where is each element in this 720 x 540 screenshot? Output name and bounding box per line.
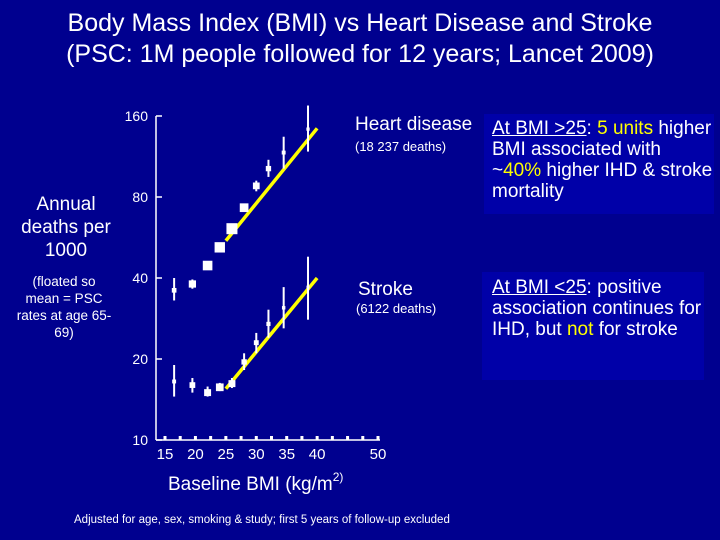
box2-colon: : <box>586 277 592 298</box>
stroke-point <box>204 389 212 397</box>
heart-disease-point <box>226 223 238 235</box>
heart-disease-point <box>281 150 286 155</box>
heart-disease-point <box>171 287 177 293</box>
stroke-point <box>253 340 259 346</box>
annotation-box-bmi-above-25: At BMI >25: 5 units higher BMI associate… <box>484 114 714 214</box>
box1-heading: At BMI >25 <box>492 118 587 139</box>
stroke-point <box>215 383 224 392</box>
x-tick-label-30: 30 <box>248 446 265 463</box>
x-tick-label-20: 20 <box>187 446 204 463</box>
title-line-1: Body Mass Index (BMI) vs Heart Disease a… <box>67 9 653 37</box>
stroke-point <box>172 379 177 384</box>
y-tick-label-40: 40 <box>132 270 148 286</box>
heart-disease-fit-line <box>224 127 319 242</box>
heart-disease-point <box>214 242 225 253</box>
x-tick-label-40: 40 <box>309 446 326 463</box>
y-tick-label-80: 80 <box>132 189 148 205</box>
y-axis-label: Annual deaths per 1000 <box>21 194 111 261</box>
box1-units: 5 units <box>597 118 654 139</box>
y-tick-label-10: 10 <box>132 432 148 448</box>
y-axis-sublabel: (floated so mean = PSC rates at age 65-6… <box>16 274 112 340</box>
heart-disease-point <box>202 260 213 271</box>
stroke-point <box>266 321 271 327</box>
box1-colon: : <box>586 118 592 139</box>
box2-text-end: for stroke <box>593 319 678 340</box>
box1-text-end: higher IHD & stroke mortality <box>492 160 713 202</box>
heart-disease-point <box>239 203 249 213</box>
y-tick-label-160: 160 <box>125 108 149 124</box>
footnote: Adjusted for age, sex, smoking & study; … <box>74 514 450 526</box>
stroke-point <box>281 306 286 310</box>
x-axis-title: Baseline BMI (kg/m2) <box>168 470 343 496</box>
heart-disease-point <box>265 165 272 172</box>
box2-text: positive association continues for IHD, … <box>492 277 702 340</box>
series-label-stroke: Stroke <box>358 279 413 300</box>
heart-disease-point <box>188 280 197 288</box>
x-tick-label-25: 25 <box>218 446 235 463</box>
x-tick-label-35: 35 <box>278 446 295 463</box>
heart-disease-point <box>252 182 260 190</box>
box1-percent: 40% <box>503 160 542 181</box>
stroke-point <box>228 380 236 388</box>
series-deaths-stroke: (6122 deaths) <box>356 301 437 316</box>
stroke-point <box>241 359 247 365</box>
stroke-point <box>189 382 196 388</box>
stroke-fit-line <box>224 276 319 390</box>
heart-disease-point <box>306 127 310 131</box>
series-label-heart-disease: Heart disease <box>355 114 473 135</box>
box1-text: higher BMI associated with ~ <box>492 118 712 181</box>
x-axis-label-sup: 2) <box>332 470 344 484</box>
x-tick-label-50: 50 <box>370 446 387 463</box>
x-axis-label: Baseline BMI (kg/m <box>168 474 333 495</box>
x-tick-label-15: 15 <box>157 446 174 463</box>
title-line-2: (PSC: 1M people followed for 12 years; L… <box>66 40 654 68</box>
box2-not: not <box>566 319 594 340</box>
series-deaths-heart-disease: (18 237 deaths) <box>355 139 447 154</box>
y-tick-label-20: 20 <box>132 351 148 367</box>
annotation-box-bmi-below-25: At BMI <25: positive association continu… <box>482 272 704 380</box>
box2-heading: At BMI <25 <box>492 277 587 298</box>
chart-title: Body Mass Index (BMI) vs Heart Disease a… <box>0 8 720 70</box>
stroke-point <box>306 285 310 289</box>
